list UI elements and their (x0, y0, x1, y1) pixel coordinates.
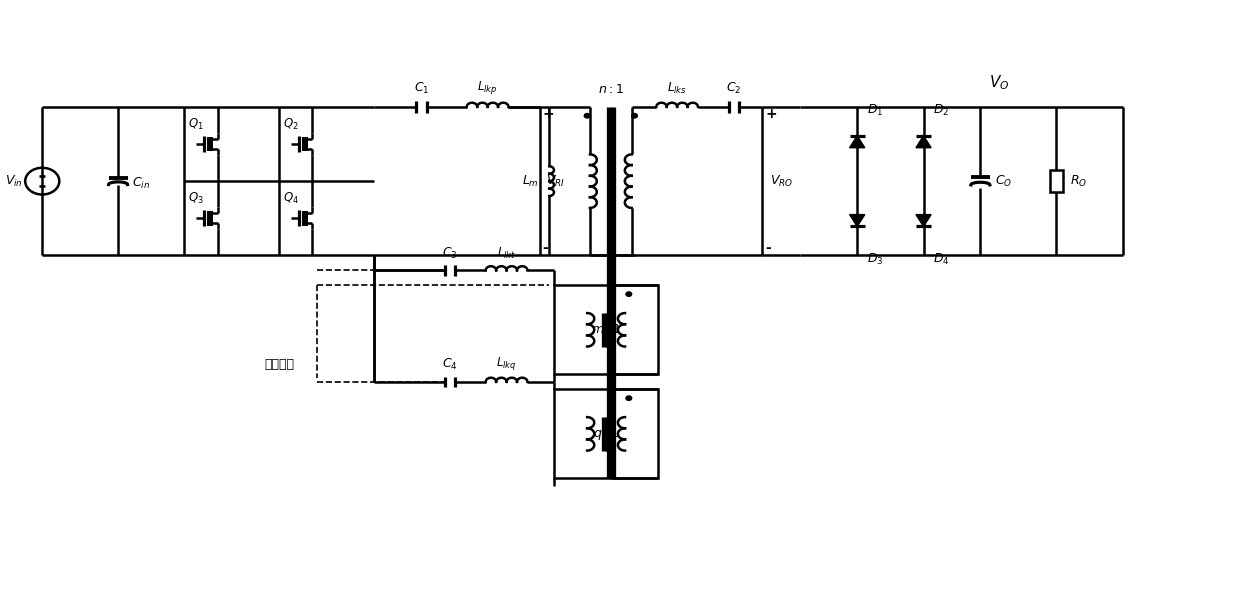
Text: $V_O$: $V_O$ (989, 73, 1010, 92)
Text: $V_{RO}$: $V_{RO}$ (769, 173, 793, 189)
Bar (554, 285, 658, 375)
Text: $V_{in}$: $V_{in}$ (5, 173, 22, 189)
Polygon shape (850, 215, 865, 226)
Text: $C_1$: $C_1$ (414, 81, 429, 96)
Text: $R_O$: $R_O$ (1070, 173, 1088, 189)
Polygon shape (916, 215, 930, 226)
Circle shape (585, 114, 590, 118)
Polygon shape (916, 136, 930, 148)
Text: $q : 1$: $q : 1$ (593, 426, 620, 442)
Circle shape (626, 396, 632, 400)
Text: $m : 1$: $m : 1$ (591, 323, 621, 336)
Text: $L_{lkp}$: $L_{lkp}$ (477, 79, 498, 96)
Text: $L_{lks}$: $L_{lks}$ (668, 81, 686, 96)
Text: $Q_4$: $Q_4$ (282, 191, 299, 207)
Text: $Q_3$: $Q_3$ (188, 191, 203, 207)
Text: $D_1$: $D_1$ (866, 103, 883, 118)
Text: $C_O$: $C_O$ (995, 173, 1012, 189)
Text: $D_2$: $D_2$ (933, 103, 949, 118)
Text: $n : 1$: $n : 1$ (598, 82, 623, 96)
Text: +: + (766, 107, 777, 121)
Circle shape (626, 292, 632, 296)
Text: $C_2$: $C_2$ (726, 81, 742, 96)
Text: $C_4$: $C_4$ (442, 357, 457, 372)
Bar (554, 389, 658, 478)
Text: $L_{lkq}$: $L_{lkq}$ (497, 355, 517, 372)
Bar (1049, 170, 1063, 192)
Text: +: + (543, 107, 554, 121)
Text: $C_{in}$: $C_{in}$ (133, 176, 150, 191)
Text: $L_{lkt}$: $L_{lkt}$ (497, 245, 517, 261)
Text: $Q_1$: $Q_1$ (188, 117, 203, 132)
Text: $L_m$: $L_m$ (522, 173, 539, 189)
Text: $Q_2$: $Q_2$ (282, 117, 299, 132)
Text: -: - (766, 241, 771, 255)
Polygon shape (850, 136, 865, 148)
Text: $V_{RI}$: $V_{RI}$ (546, 173, 565, 189)
Text: $D_4$: $D_4$ (933, 252, 949, 267)
Text: $C_3$: $C_3$ (442, 245, 457, 261)
Circle shape (632, 114, 637, 118)
Text: 中继线圈: 中继线圈 (264, 358, 294, 371)
Text: $D_3$: $D_3$ (866, 252, 883, 267)
Text: -: - (543, 241, 549, 255)
